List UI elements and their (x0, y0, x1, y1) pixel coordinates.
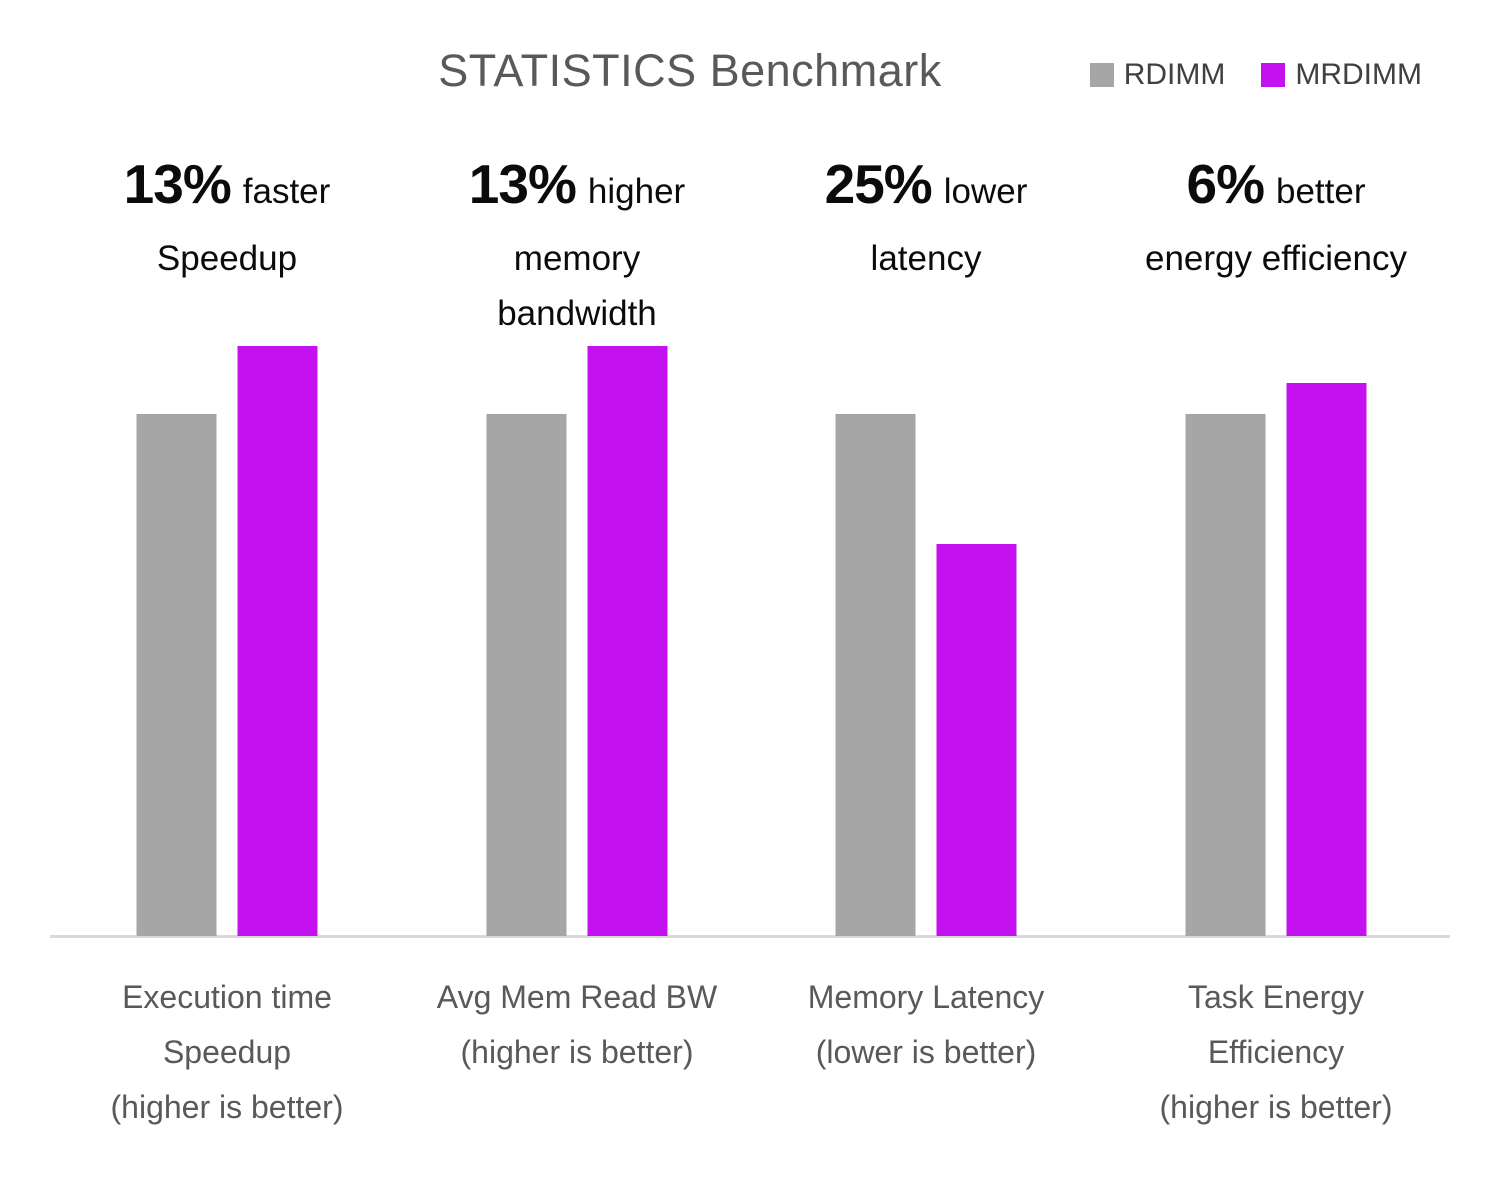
bar-mrdimm (1286, 383, 1367, 936)
bar-mrdimm (936, 544, 1017, 936)
annotation-line: memory (513, 239, 641, 278)
category-label-avg-mem-read-bw: Avg Mem Read BW (higher is better) (372, 970, 782, 1080)
legend-item-rdimm: RDIMM (1089, 58, 1226, 92)
bars-avg-mem-read-bw (486, 346, 668, 936)
annotation-highlight: 6% (1186, 153, 1265, 215)
legend-swatch-rdimm-icon (1089, 63, 1114, 87)
legend-label-mrdimm: MRDIMM (1295, 58, 1422, 91)
bars-memory-latency (835, 414, 1017, 936)
bars-execution-time-speedup (136, 346, 318, 936)
annotation-highlight: 13% (123, 153, 232, 215)
annotation-line: bandwidth (497, 294, 657, 333)
category-label-task-energy-efficiency: Task Energy Efficiency (higher is better… (1071, 970, 1481, 1135)
bars-task-energy-efficiency (1185, 383, 1367, 936)
category-label-line: Memory Latency (807, 979, 1045, 1015)
category-label-line: (higher is better) (460, 1034, 694, 1070)
category-label-line: Execution time (122, 979, 332, 1015)
annotation-energy-efficiency: 6% better energy efficiency (1071, 152, 1481, 286)
annotation-highlight: 25% (824, 153, 933, 215)
category-label-line: (higher is better) (1159, 1089, 1393, 1125)
bar-rdimm (1185, 414, 1266, 936)
bar-group-avg-mem-read-bw: 13% higher memory bandwidth Avg Mem Read … (402, 0, 752, 1180)
category-label-line: Avg Mem Read BW (436, 979, 718, 1015)
bar-group-memory-latency: 25% lower latency Memory Latency (lower i… (751, 0, 1101, 1180)
legend-label-rdimm: RDIMM (1123, 58, 1226, 91)
bar-rdimm (835, 414, 916, 936)
chart-title: STATISTICS Benchmark (438, 45, 942, 96)
bar-rdimm (136, 414, 217, 936)
annotation-highlight: 13% (468, 153, 577, 215)
legend: RDIMM MRDIMM (1089, 58, 1422, 92)
legend-item-mrdimm: MRDIMM (1261, 58, 1422, 92)
annotation-suffix: faster (242, 172, 331, 211)
annotation-line: 6% better (1071, 152, 1481, 231)
annotation-line: 13% faster (22, 152, 432, 231)
annotation-line: latency (870, 239, 982, 278)
category-label-line: (lower is better) (815, 1034, 1037, 1070)
category-label-memory-latency: Memory Latency (lower is better) (721, 970, 1131, 1080)
annotation-line: 13% higher (372, 152, 782, 231)
category-label-line: Speedup (162, 1034, 292, 1070)
category-label-execution-time-speedup: Execution time Speedup (higher is better… (22, 970, 432, 1135)
annotation-line: energy efficiency (1144, 239, 1407, 278)
category-label-line: (higher is better) (110, 1089, 344, 1125)
annotation-line: 25% lower (721, 152, 1131, 231)
bar-group-execution-time-speedup: 13% faster Speedup Execution time Speedup… (52, 0, 402, 1180)
category-label-line: Task Energy (1187, 979, 1365, 1015)
annotation-line: Speedup (156, 239, 298, 278)
bar-mrdimm (587, 346, 668, 936)
bar-rdimm (486, 414, 567, 936)
annotation-suffix: better (1276, 172, 1366, 211)
annotation-speedup: 13% faster Speedup (22, 152, 432, 286)
category-label-line: Efficiency (1207, 1034, 1345, 1070)
bar-mrdimm (237, 346, 318, 936)
annotation-memory-bandwidth: 13% higher memory bandwidth (372, 152, 782, 341)
annotation-suffix: lower (943, 172, 1028, 211)
annotation-suffix: higher (587, 172, 686, 211)
x-axis-line (50, 935, 1450, 938)
bar-group-task-energy-efficiency: 6% better energy efficiency Task Energy E… (1101, 0, 1451, 1180)
legend-swatch-mrdimm-icon (1261, 63, 1286, 87)
annotation-latency: 25% lower latency (721, 152, 1131, 286)
